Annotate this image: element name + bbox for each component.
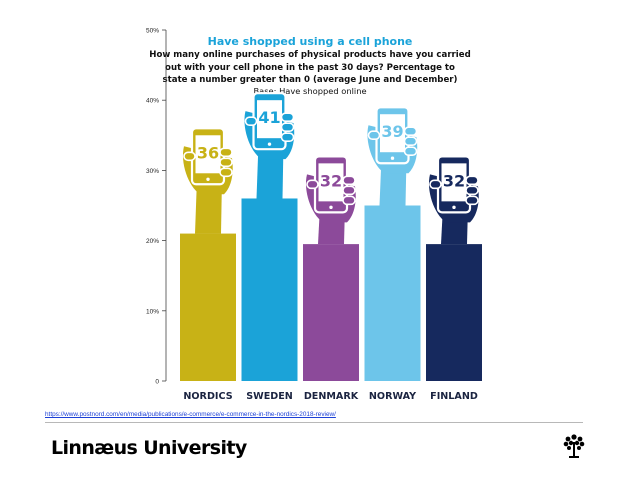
finger — [465, 185, 479, 196]
chart-subtitle-line-1: How many online purchases of physical pr… — [149, 50, 470, 60]
data-label: 39 — [381, 122, 403, 141]
y-tick-label: 40% — [146, 98, 159, 105]
phone-screen — [380, 114, 405, 153]
y-tick-label: 0 — [155, 379, 159, 386]
chart-base-note: Base: Have shopped online — [253, 86, 366, 96]
bar — [426, 244, 482, 381]
data-label: 36 — [197, 143, 219, 162]
finger — [403, 126, 418, 137]
category-label: NORDICS — [183, 391, 232, 402]
category-label: NORWAY — [369, 391, 417, 402]
phone-hand-icon: 32 — [428, 155, 479, 245]
finger — [280, 122, 295, 132]
phone-home-button — [206, 177, 210, 181]
thumb — [306, 179, 319, 190]
finger — [403, 146, 418, 157]
brand-name: Linnæus University — [51, 437, 247, 459]
bar — [180, 233, 236, 381]
chart-subtitle-line-3: state a number greater than 0 (average J… — [163, 75, 458, 85]
phone-screen — [257, 100, 282, 139]
data-label: 32 — [320, 171, 342, 190]
y-tick-label: 30% — [146, 168, 159, 175]
phone-home-button — [390, 156, 395, 160]
finger — [219, 147, 233, 158]
finger — [465, 195, 479, 206]
phone-screen — [195, 135, 221, 174]
finger — [403, 136, 418, 147]
data-label: 41 — [258, 108, 280, 127]
phone-hand-icon: 32 — [305, 155, 356, 245]
bar — [241, 198, 298, 381]
phone-hand-icon: 36 — [182, 127, 233, 234]
phone-hand-icon: 41 — [244, 92, 295, 199]
phone-hand-icon: 39 — [367, 106, 418, 206]
bar — [303, 244, 359, 381]
finger — [280, 112, 295, 122]
phone-screen — [318, 163, 344, 202]
phone-home-button — [329, 205, 333, 210]
finger — [342, 185, 356, 196]
tree-icon — [563, 434, 585, 458]
phone-home-button — [267, 142, 272, 146]
bars-layer: NORDICS 36 SWEDEN 41 DENMARK 32 NORWAY 39 FINLAN… — [180, 92, 482, 402]
finger — [465, 175, 479, 186]
finger — [342, 195, 356, 206]
phone-home-button — [452, 205, 456, 210]
footer-divider — [45, 422, 583, 423]
thumb — [244, 116, 258, 126]
finger — [219, 157, 233, 168]
phone-screen — [441, 163, 467, 202]
thumb — [367, 130, 381, 141]
y-tick-label: 10% — [146, 308, 159, 315]
y-tick-label: 50% — [146, 28, 159, 35]
thumb — [429, 179, 442, 190]
category-label: FINLAND — [430, 391, 478, 402]
bar — [364, 205, 421, 381]
chart-title: Have shopped using a cell phone — [208, 35, 413, 48]
category-label: DENMARK — [304, 391, 359, 402]
category-label: SWEDEN — [246, 391, 293, 402]
finger — [219, 167, 233, 178]
data-label: 32 — [443, 171, 465, 190]
y-tick-label: 20% — [146, 238, 159, 245]
finger — [280, 132, 295, 142]
y-axis: 0 10% 20% 30% 40% 50% — [146, 28, 167, 386]
finger — [342, 175, 356, 186]
source-link[interactable]: https://www.postnord.com/en/media/public… — [45, 411, 336, 418]
chart-subtitle-line-2: out with your cell phone in the past 30 … — [165, 63, 455, 73]
thumb — [183, 151, 196, 162]
